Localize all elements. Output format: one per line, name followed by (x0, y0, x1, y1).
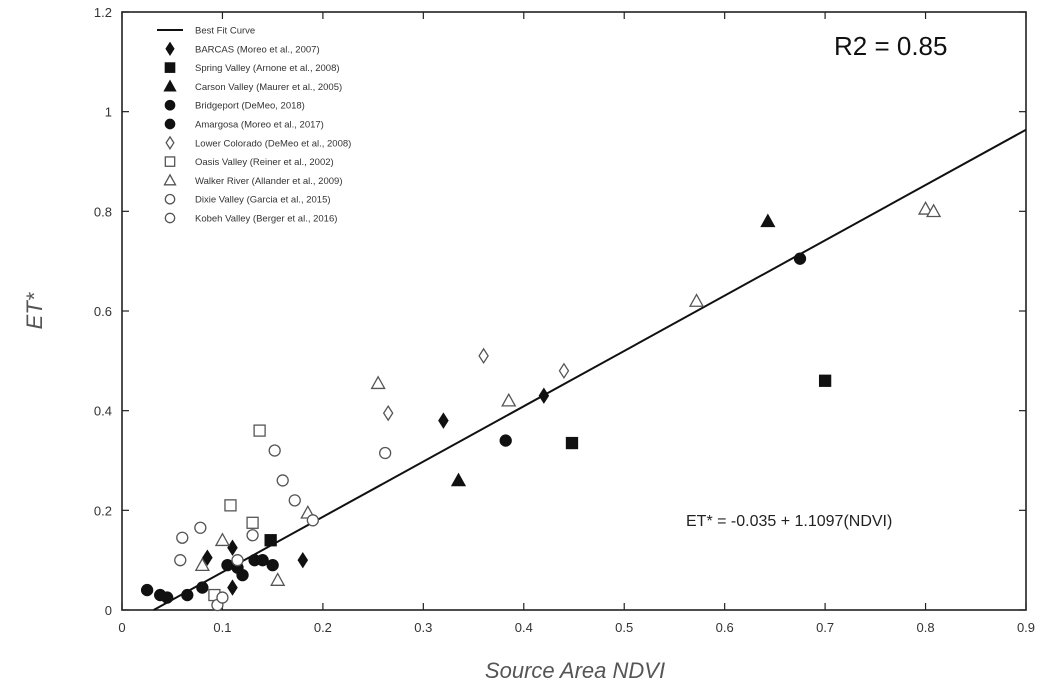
legend-label: Spring Valley (Arnone et al., 2008) (195, 63, 340, 74)
y-axis-label: ET* (22, 291, 47, 329)
data-point (216, 591, 229, 604)
legend-marker (164, 193, 176, 205)
series-3 (140, 554, 279, 604)
data-point (288, 494, 301, 507)
data-point (266, 559, 279, 572)
series-9 (268, 444, 392, 527)
data-point (214, 532, 231, 547)
data-point (565, 436, 579, 450)
data-point (297, 551, 309, 569)
x-tick-label: 0.7 (816, 620, 834, 635)
data-point (438, 412, 449, 429)
data-point (760, 213, 776, 228)
data-point (227, 579, 238, 596)
data-point (382, 404, 394, 422)
legend-label: Kobeh Valley (Berger et al., 2016) (195, 214, 337, 225)
data-point (194, 557, 210, 571)
data-point (227, 539, 238, 556)
legend-label: Bridgeport (DeMeo, 2018) (195, 101, 305, 112)
data-point (202, 549, 213, 566)
legend-label: Carson Valley (Maurer et al., 2005) (195, 82, 342, 93)
x-tick-label: 0.3 (414, 620, 432, 635)
x-tick-label: 0.2 (314, 620, 332, 635)
legend-marker (164, 118, 176, 130)
data-point (264, 534, 277, 547)
x-tick-label: 0.8 (917, 620, 935, 635)
y-tick-label: 0 (105, 603, 112, 618)
equation-annotation: ET* = -0.035 + 1.1097(NDVI) (686, 513, 892, 530)
data-point (256, 554, 269, 567)
series-8 (174, 521, 259, 612)
data-point (140, 583, 154, 597)
series-0 (202, 387, 550, 596)
data-point (194, 521, 207, 534)
data-point (917, 201, 934, 215)
x-tick-label: 0.6 (716, 620, 734, 635)
series-4 (499, 252, 807, 447)
data-point (688, 293, 705, 307)
legend-marker (164, 156, 176, 167)
data-point (246, 516, 259, 529)
data-point (276, 474, 289, 487)
legend-label: Oasis Valley (Reiner et al., 2002) (195, 157, 334, 168)
legend-marker (164, 99, 176, 111)
data-point (268, 444, 281, 457)
x-axis-label: Source Area NDVI (485, 658, 665, 683)
data-point (181, 588, 194, 602)
data-point (246, 529, 259, 542)
data-point (221, 559, 234, 572)
y-tick-label: 1.2 (94, 5, 112, 20)
data-point (176, 531, 189, 544)
data-point (558, 362, 570, 380)
x-tick-label: 0.4 (515, 620, 533, 635)
data-point (925, 203, 942, 218)
data-point (538, 387, 550, 404)
data-point (501, 392, 517, 407)
legend-marker (164, 212, 176, 224)
legend-label: Amargosa (Moreo et al., 2017) (195, 120, 324, 131)
series-2 (450, 213, 776, 487)
y-tick-label: 0.6 (94, 304, 112, 319)
legend-marker (163, 173, 177, 186)
y-tick-label: 1 (105, 105, 112, 120)
legend-label: BARCAS (Moreo et al., 2007) (195, 44, 320, 55)
data-point (478, 347, 489, 365)
data-point (236, 568, 249, 582)
data-point (224, 499, 237, 512)
x-tick-label: 0.1 (213, 620, 231, 635)
data-point (499, 434, 512, 447)
data-point (793, 252, 807, 265)
legend-marker (165, 41, 175, 56)
legend-label: Best Fit Curve (195, 26, 255, 37)
best-fit-line (153, 128, 1027, 611)
y-tick-label: 0.2 (94, 503, 112, 518)
legend-marker (165, 135, 175, 150)
series-5 (382, 347, 570, 422)
data-point (379, 446, 392, 460)
data-point (818, 374, 832, 387)
x-tick-label: 0.9 (1017, 620, 1035, 635)
legend-marker (163, 79, 177, 92)
data-point (253, 424, 266, 437)
y-tick-label: 0.8 (94, 204, 112, 219)
legend-marker (164, 62, 176, 73)
x-tick-label: 0 (118, 620, 125, 635)
data-point (450, 472, 467, 487)
legend-label: Lower Colorado (DeMeo et al., 2008) (195, 138, 351, 149)
data-point (370, 375, 386, 390)
legend-label: Walker River (Allander et al., 2009) (195, 176, 342, 187)
legend-label: Dixie Valley (Garcia et al., 2015) (195, 195, 331, 206)
series-1 (264, 374, 832, 547)
data-point (174, 554, 187, 567)
data-point (231, 554, 244, 567)
data-point (270, 572, 286, 586)
data-point (196, 581, 209, 594)
r2-annotation: R2 = 0.85 (834, 31, 947, 61)
x-tick-label: 0.5 (615, 620, 633, 635)
data-point (306, 514, 319, 527)
y-tick-label: 0.4 (94, 404, 112, 419)
data-point (161, 591, 174, 604)
